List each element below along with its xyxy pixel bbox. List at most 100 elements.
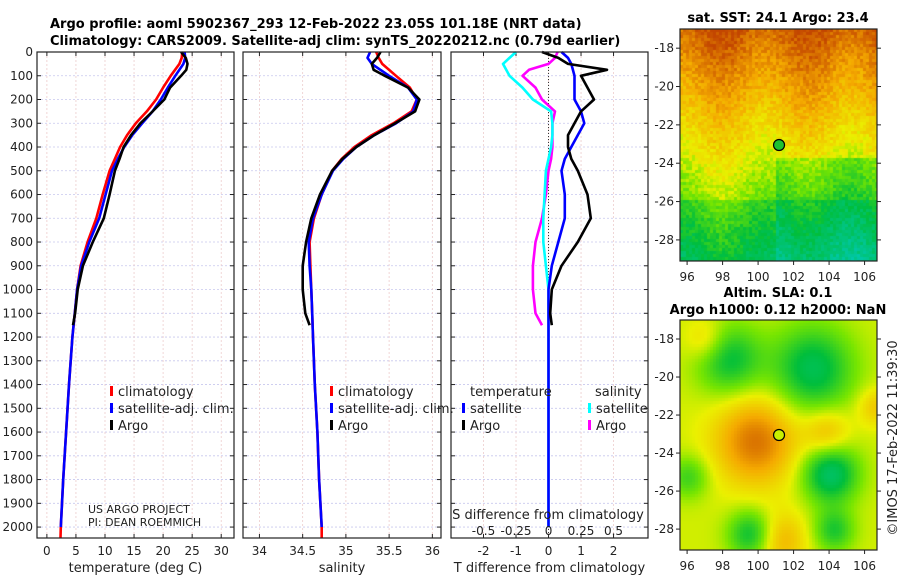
sst-map-axes: 96 98 100 102 104 106 -18 -20 -22 -24 -26 -28 [654, 28, 881, 284]
x-tick-label: 35.5 [376, 544, 403, 558]
lon-tick-label: 96 [679, 559, 694, 573]
map-frame [679, 28, 878, 262]
x-axis-label: temperature (deg C) [69, 561, 203, 576]
y-tick-label: 2000 [2, 520, 33, 534]
y-tick-label: 900 [10, 259, 33, 273]
s-tick-label: 0.25 [568, 524, 595, 538]
lat-tick-label: -18 [654, 41, 674, 55]
x-tick-label: 5 [72, 544, 80, 558]
legend-swatch [330, 386, 333, 396]
legend-label: climatology [118, 385, 194, 400]
legend-header: temperature [470, 385, 552, 400]
x-tick-label: 34.5 [289, 544, 316, 558]
x-axis-label: salinity [319, 561, 366, 576]
legend-swatch [462, 420, 465, 430]
copyright-label: ©IMOS 17-Feb-2022 11:39:30 [886, 340, 900, 535]
argo-location-marker [772, 138, 786, 152]
legend-label: Argo [470, 419, 500, 434]
lat-tick-label: -26 [654, 195, 674, 209]
x-tick-label: 2 [610, 544, 618, 558]
sla-map-subtitle: Argo h1000: 0.12 h2000: NaN [670, 303, 887, 318]
legend-label: satellite-adj. clim. [118, 402, 234, 417]
y-tick-label: 600 [10, 188, 33, 202]
sst-map-title: sat. SST: 24.1 Argo: 23.4 [687, 11, 868, 26]
y-tick-label: 1300 [2, 354, 33, 368]
legend-header: salinity [595, 385, 642, 400]
y-tick-label: 1700 [2, 449, 33, 463]
y-tick-label: 0 [25, 45, 33, 59]
x-tick-label: -2 [478, 544, 490, 558]
legend-label: Argo [338, 419, 368, 434]
legend-swatch [588, 403, 591, 413]
sla-map-title: Altim. SLA: 0.1 [724, 286, 833, 301]
s-tick-label: -0.25 [500, 524, 531, 538]
legend-swatch [110, 420, 113, 430]
plot-frame [450, 51, 649, 539]
legend-label: Argo [596, 419, 626, 434]
figure-title-line1: Argo profile: aoml 5902367_293 12-Feb-20… [50, 17, 582, 32]
x-axis-label: T difference from climatology [453, 561, 646, 576]
s-axis-label: S difference from climatology [452, 508, 644, 523]
plot-frame [242, 51, 442, 539]
lat-tick-label: -28 [654, 233, 674, 247]
y-tick-label: 1400 [2, 378, 33, 392]
sla-map-axes: 96 98 100 102 104 106 -18 -20 -22 -24 -26 -28 [654, 319, 881, 573]
lon-tick-label: 104 [818, 559, 841, 573]
lat-tick-label: -24 [654, 446, 674, 460]
lat-tick-label: -20 [654, 80, 674, 94]
y-tick-label: 1000 [2, 283, 33, 297]
salinity-panel: 34 34.5 35 35.5 36 salinity climatology satelli… [242, 51, 454, 576]
lat-tick-label: -20 [654, 370, 674, 384]
y-tick-label: 300 [10, 116, 33, 130]
lat-tick-label: -28 [654, 522, 674, 536]
lat-tick-label: -18 [654, 332, 674, 346]
y-tick-label: 1600 [2, 425, 33, 439]
series-line-argo [301, 51, 421, 326]
series-line-t-argo [541, 50, 609, 326]
legend-label: satellite [596, 402, 648, 417]
x-tick-label: 34 [252, 544, 267, 558]
x-tick-label: 36 [425, 544, 440, 558]
difference-panel: -2 -1 0 1 2 T difference from climatology temp… [450, 50, 649, 576]
y-tick-label: 100 [10, 69, 33, 83]
legend-label: Argo [118, 419, 148, 434]
series-line-argo [71, 51, 189, 326]
y-tick-label: 1200 [2, 330, 33, 344]
y-tick-label: 700 [10, 211, 33, 225]
x-tick-label: 0 [43, 544, 51, 558]
series-line-climatology [308, 51, 419, 538]
argo-location-marker [772, 428, 786, 442]
x-tick-label: 20 [155, 544, 170, 558]
lon-tick-label: 102 [782, 559, 805, 573]
legend-label: climatology [338, 385, 414, 400]
lat-tick-label: -22 [654, 118, 674, 132]
y-tick-label: 500 [10, 164, 33, 178]
legend-swatch [330, 420, 333, 430]
series-line-climatology [59, 51, 184, 539]
lon-tick-label: 102 [782, 270, 805, 284]
y-tick-label: 1500 [2, 401, 33, 415]
lon-tick-label: 106 [853, 270, 876, 284]
s-tick-label: -0.5 [472, 524, 495, 538]
legend-swatch [330, 403, 333, 413]
legend-label: satellite-adj. clim. [338, 402, 454, 417]
x-tick-label: 10 [97, 544, 112, 558]
series-line-t-satellite [547, 51, 586, 528]
pi-label: PI: DEAN ROEMMICH [88, 516, 201, 529]
x-tick-label: 35 [338, 544, 353, 558]
figure-title-line2: Climatology: CARS2009. Satellite-adj cli… [50, 34, 620, 49]
plot-frame [36, 51, 235, 539]
temperature-panel: 0 5 10 15 20 25 300100200300400500600700800900… [2, 45, 235, 576]
lat-tick-label: -26 [654, 484, 674, 498]
legend-label: satellite [470, 402, 522, 417]
x-tick-label: 1 [577, 544, 585, 558]
lat-tick-label: -22 [654, 408, 674, 422]
lon-tick-label: 100 [747, 270, 770, 284]
x-tick-label: 0 [545, 544, 553, 558]
y-tick-label: 200 [10, 93, 33, 107]
lat-tick-label: -24 [654, 156, 674, 170]
x-tick-label: -1 [510, 544, 522, 558]
lon-tick-label: 104 [818, 270, 841, 284]
x-tick-label: 15 [126, 544, 141, 558]
